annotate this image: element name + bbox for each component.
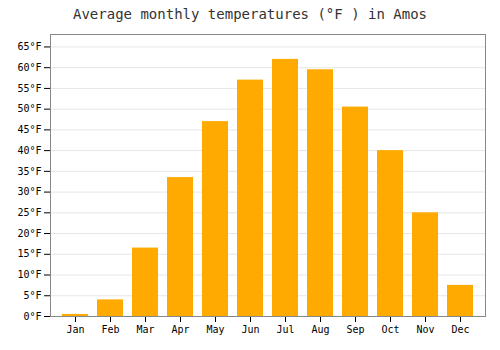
- svg-text:65°F: 65°F: [17, 41, 41, 52]
- svg-text:May: May: [206, 324, 224, 335]
- svg-text:25°F: 25°F: [17, 207, 41, 218]
- svg-text:50°F: 50°F: [17, 103, 41, 114]
- svg-text:Apr: Apr: [171, 324, 189, 335]
- svg-text:Jun: Jun: [241, 324, 259, 335]
- svg-text:10°F: 10°F: [17, 269, 41, 280]
- svg-text:Feb: Feb: [101, 324, 119, 335]
- svg-text:Aug: Aug: [311, 324, 329, 335]
- svg-text:Oct: Oct: [381, 324, 399, 335]
- svg-text:Mar: Mar: [136, 324, 154, 335]
- svg-text:45°F: 45°F: [17, 124, 41, 135]
- svg-text:15°F: 15°F: [17, 248, 41, 259]
- svg-text:Nov: Nov: [416, 324, 434, 335]
- svg-text:20°F: 20°F: [17, 228, 41, 239]
- svg-text:5°F: 5°F: [23, 290, 41, 301]
- svg-text:Jul: Jul: [276, 324, 294, 335]
- svg-text:40°F: 40°F: [17, 145, 41, 156]
- svg-text:Jan: Jan: [66, 324, 84, 335]
- svg-text:0°F: 0°F: [23, 311, 41, 322]
- svg-text:35°F: 35°F: [17, 166, 41, 177]
- svg-text:Dec: Dec: [451, 324, 469, 335]
- svg-text:30°F: 30°F: [17, 186, 41, 197]
- svg-text:Sep: Sep: [346, 324, 364, 335]
- svg-text:55°F: 55°F: [17, 83, 41, 94]
- svg-text:60°F: 60°F: [17, 62, 41, 73]
- html-text:Average monthly temperatures (: Average monthly temperatures (°F ) in Am…: [73, 6, 427, 22]
